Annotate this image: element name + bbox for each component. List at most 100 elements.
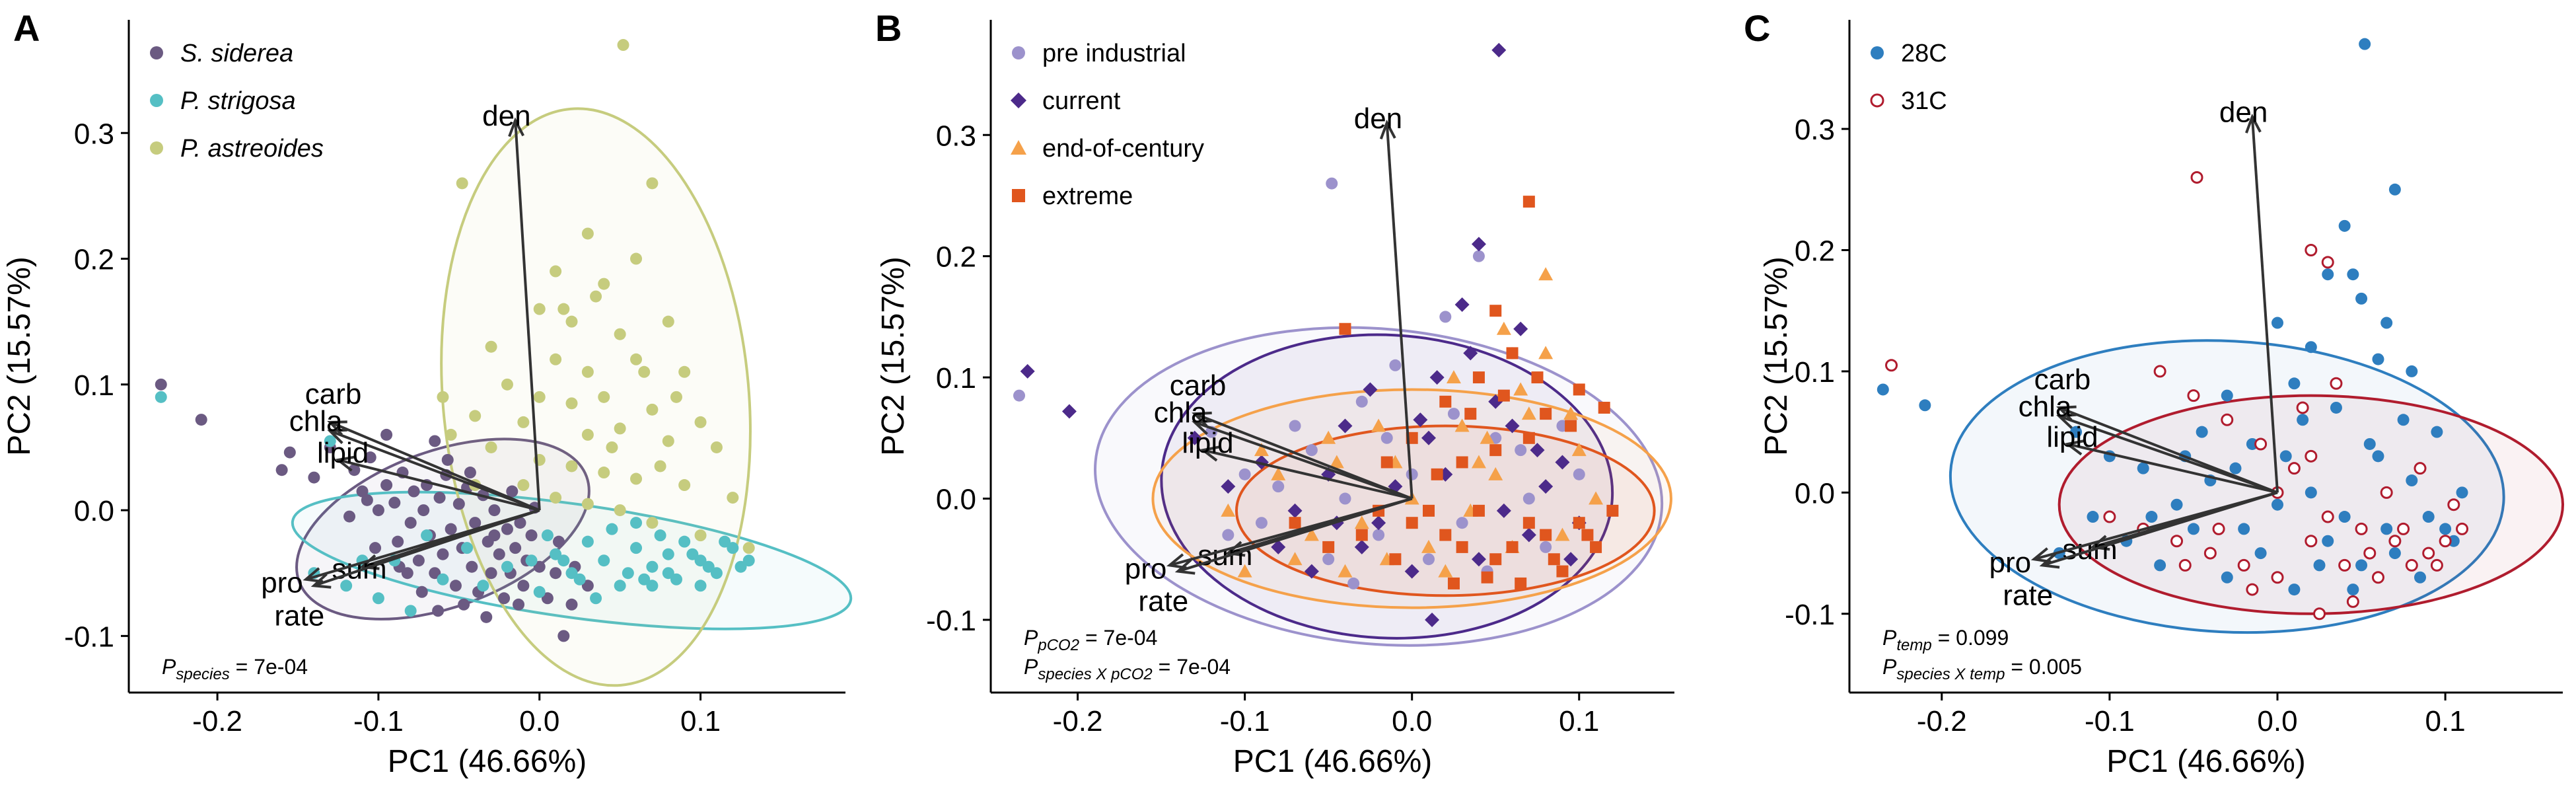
data-point — [1456, 517, 1468, 529]
data-point — [1439, 529, 1452, 541]
data-point — [2237, 558, 2250, 572]
loading-vector — [305, 509, 540, 581]
data-point — [2305, 341, 2317, 354]
data-point — [2322, 268, 2334, 281]
data-point — [1454, 297, 1470, 313]
data-point — [1431, 468, 1443, 480]
legend-key — [1011, 140, 1026, 155]
data-point — [433, 492, 446, 504]
data-point — [501, 560, 513, 573]
data-point — [441, 453, 454, 466]
data-point — [445, 523, 457, 535]
x-tick-label: -0.2 — [1053, 705, 1103, 737]
data-point — [638, 573, 651, 585]
vector-arrowhead — [1379, 120, 1396, 139]
data-point — [1556, 565, 1569, 578]
data-point — [2153, 365, 2166, 378]
data-point — [1521, 527, 1536, 543]
data-point — [415, 585, 428, 598]
data-point — [2221, 571, 2233, 584]
data-point — [1271, 539, 1286, 554]
data-point — [1255, 517, 1268, 529]
vector-arrowhead — [1199, 445, 1221, 462]
vector-label: den — [1354, 102, 1402, 135]
data-point — [565, 460, 578, 472]
data-point — [1463, 346, 1478, 361]
vector-arrowhead — [2064, 439, 2085, 456]
data-point — [614, 580, 626, 592]
data-point — [1496, 321, 1511, 335]
loading-vector — [1202, 449, 1413, 500]
data-point — [2363, 547, 2377, 560]
data-point — [1513, 321, 1528, 336]
data-point — [1423, 553, 1435, 566]
loading-vector — [1177, 497, 1413, 573]
data-point — [2145, 511, 2158, 523]
legend-key — [150, 46, 163, 59]
data-point — [1389, 359, 1402, 371]
data-point — [2196, 426, 2208, 438]
data-point — [1497, 389, 1510, 402]
data-point — [2414, 462, 2427, 475]
vector-label: rate — [274, 599, 324, 632]
data-point — [1389, 553, 1402, 566]
data-point — [2154, 559, 2166, 572]
data-point — [2388, 183, 2401, 196]
data-point — [598, 278, 610, 290]
data-point — [550, 548, 562, 560]
data-point — [1421, 430, 1437, 445]
vector-arrowhead — [2039, 552, 2060, 569]
data-point — [1472, 504, 1485, 517]
data-point — [2279, 450, 2292, 463]
data-point — [2447, 498, 2460, 511]
vector-arrowhead — [508, 117, 524, 137]
data-point — [2372, 450, 2384, 463]
data-point — [2288, 377, 2301, 390]
y-tick-label: 0.0 — [936, 484, 976, 516]
data-point — [1304, 527, 1319, 541]
data-point — [2347, 268, 2359, 281]
data-point — [2229, 462, 2242, 474]
data-point — [1406, 468, 1418, 480]
data-point — [2321, 256, 2334, 269]
data-point — [2371, 571, 2384, 584]
data-point — [456, 177, 468, 190]
data-point — [1222, 529, 1234, 541]
data-point — [614, 328, 626, 340]
data-point — [458, 598, 470, 611]
data-point — [2187, 389, 2200, 402]
panel-a: Adencarbchlalipidsumprorate-0.2-0.10.00.… — [2, 7, 853, 779]
data-point — [638, 365, 651, 378]
data-point — [501, 523, 513, 535]
data-point — [1429, 370, 1445, 385]
data-point — [488, 504, 501, 517]
data-point — [401, 567, 413, 580]
data-point — [509, 542, 522, 554]
data-point — [155, 378, 167, 391]
data-point — [501, 378, 513, 391]
loading-vector — [1169, 497, 1413, 567]
data-point — [2346, 595, 2359, 608]
data-point — [1877, 383, 1889, 396]
data-point — [1515, 444, 1527, 457]
data-point — [662, 315, 674, 328]
data-point — [369, 542, 382, 554]
data-point — [1513, 382, 1528, 396]
data-point — [2380, 486, 2393, 499]
loading-vector — [313, 509, 540, 587]
data-point — [2439, 535, 2452, 548]
loading-vector — [2058, 414, 2278, 494]
data-point — [308, 471, 320, 484]
data-point — [404, 517, 417, 529]
legend-label: current — [1042, 87, 1121, 115]
data-point — [364, 451, 376, 464]
vector-label: rate — [2003, 579, 2053, 611]
legend-key — [1011, 93, 1026, 108]
vector-label: carb — [2034, 363, 2091, 396]
data-point — [2430, 558, 2443, 572]
data-point — [1347, 577, 1360, 589]
legend-key — [1871, 46, 1884, 59]
data-point — [573, 573, 586, 585]
data-point — [630, 542, 643, 554]
